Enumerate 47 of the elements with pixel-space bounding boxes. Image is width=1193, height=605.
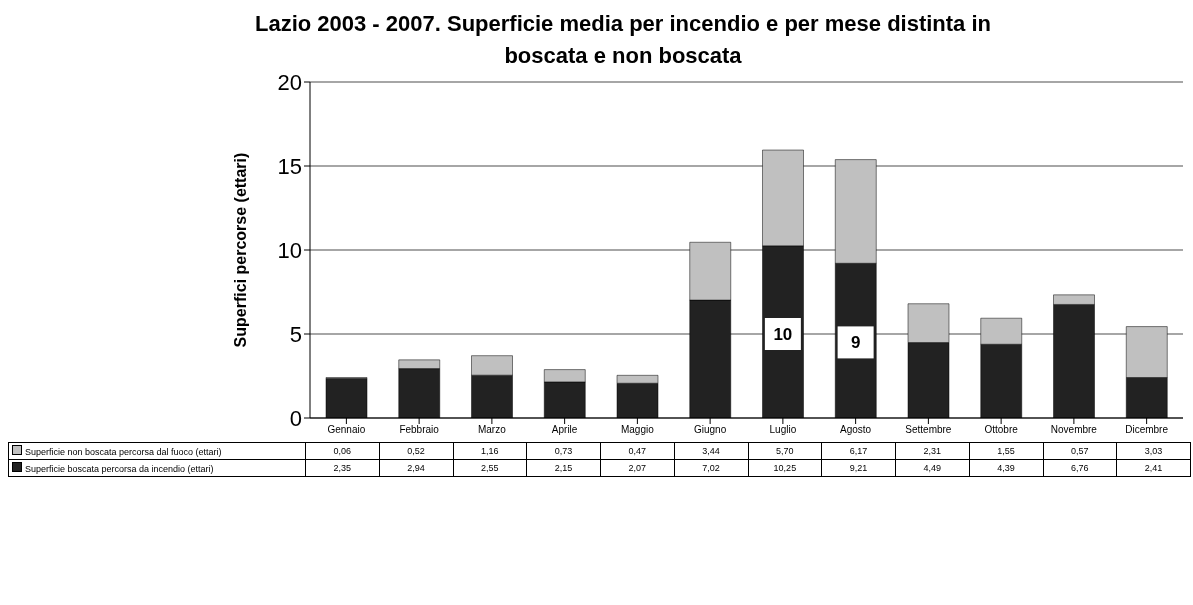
data-label: 9,21 — [821, 459, 896, 477]
x-tick-label: Novembre — [1050, 424, 1098, 436]
chart-title: Lazio 2003 - 2007. Superficie media per incendio e per mese distinta in boscata e non boscata — [254, 11, 992, 68]
data-label: 6,76 — [1043, 459, 1117, 477]
data-label: 2,35 — [305, 459, 380, 477]
annotation: 10 — [773, 325, 793, 344]
legend-label: Superficie boscata percorsa da incendio (ettari) — [8, 459, 306, 477]
data-label: 1,55 — [969, 442, 1043, 460]
data-label: 2,41 — [1116, 459, 1191, 477]
x-tick-label: Febbraio — [399, 424, 440, 436]
data-label: 4,39 — [969, 459, 1043, 477]
data-label: 2,07 — [600, 459, 675, 477]
x-tick-label: Dicembre — [1125, 424, 1169, 436]
data-label: 3,03 — [1116, 442, 1191, 460]
x-tick-label: Maggio — [620, 424, 655, 436]
data-label: 10,25 — [748, 459, 822, 477]
data-label: 0,52 — [379, 442, 453, 460]
data-label: 7,02 — [674, 459, 748, 477]
legend-label: Superficie non boscata percorsa dal fuoco (ettari) — [8, 442, 306, 460]
x-tick-label: Marzo — [477, 424, 507, 436]
y-tick-label: 15 — [277, 153, 302, 179]
data-label: 2,31 — [895, 442, 970, 460]
data-label: 0,57 — [1043, 442, 1117, 460]
x-tick-label: Agosto — [840, 424, 872, 436]
data-label: 0,06 — [305, 442, 380, 460]
x-tick-label: Gennaio — [327, 424, 366, 436]
data-label: 0,47 — [600, 442, 675, 460]
y-tick-label: 5 — [289, 321, 302, 347]
y-tick-label: 10 — [277, 237, 302, 263]
annotation: 9 — [850, 333, 861, 353]
x-tick-label: Ottobre — [984, 424, 1019, 436]
x-tick-label: Giugno — [694, 424, 727, 436]
data-label: 0,73 — [526, 442, 601, 460]
data-label: 6,17 — [821, 442, 896, 460]
x-tick-label: Aprile — [551, 424, 578, 436]
x-tick-label: Luglio — [769, 424, 797, 436]
data-label: 4,49 — [895, 459, 970, 477]
x-tick-label: Settembre — [905, 424, 952, 436]
y-tick-label: 0 — [289, 405, 302, 431]
data-label: 2,55 — [453, 459, 527, 477]
data-label: 5,70 — [748, 442, 822, 460]
data-label: 2,15 — [526, 459, 601, 477]
data-label: 3,44 — [674, 442, 748, 460]
data-label: 1,16 — [453, 442, 527, 460]
data-label: 2,94 — [379, 459, 453, 477]
y-axis-title: Superfici percorse (ettari) — [231, 152, 249, 348]
y-tick-label: 20 — [277, 69, 302, 95]
